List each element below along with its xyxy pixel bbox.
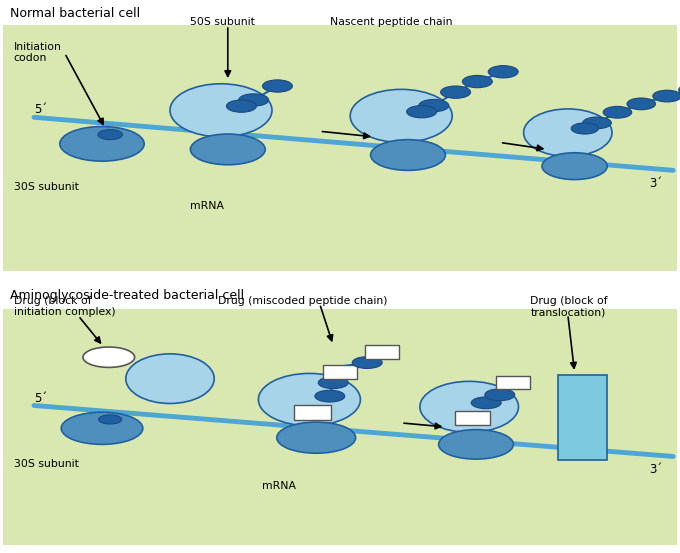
Text: Drug (block of
initiation complex): Drug (block of initiation complex) bbox=[14, 295, 115, 317]
Text: 30S subunit: 30S subunit bbox=[14, 459, 78, 469]
Circle shape bbox=[315, 390, 345, 402]
Circle shape bbox=[262, 80, 292, 92]
Circle shape bbox=[627, 98, 656, 109]
Circle shape bbox=[352, 357, 382, 368]
Circle shape bbox=[471, 397, 501, 409]
Text: Normal bacterial cell: Normal bacterial cell bbox=[10, 7, 140, 20]
Text: 5´: 5´ bbox=[34, 103, 47, 116]
Text: Initiation
codon: Initiation codon bbox=[14, 42, 61, 64]
Text: Drug (block of
translocation): Drug (block of translocation) bbox=[530, 295, 608, 317]
Circle shape bbox=[371, 140, 445, 170]
Text: Nascent peptide chain: Nascent peptide chain bbox=[330, 17, 452, 27]
Bar bbox=[455, 410, 490, 425]
Text: 5´: 5´ bbox=[34, 392, 47, 405]
Text: mRNA: mRNA bbox=[190, 201, 224, 211]
Circle shape bbox=[653, 90, 680, 102]
Ellipse shape bbox=[420, 382, 518, 432]
Text: −: − bbox=[103, 350, 115, 364]
Circle shape bbox=[488, 66, 518, 78]
Circle shape bbox=[239, 94, 269, 106]
Circle shape bbox=[190, 134, 265, 165]
Text: 50S subunit: 50S subunit bbox=[190, 17, 255, 27]
Circle shape bbox=[583, 117, 611, 129]
Ellipse shape bbox=[170, 84, 272, 137]
Ellipse shape bbox=[126, 354, 214, 404]
Circle shape bbox=[60, 127, 144, 161]
Circle shape bbox=[419, 100, 449, 112]
Bar bbox=[496, 376, 530, 389]
Bar bbox=[558, 374, 607, 461]
Circle shape bbox=[679, 84, 680, 96]
Ellipse shape bbox=[524, 109, 612, 156]
Circle shape bbox=[83, 347, 135, 367]
Text: mRNA: mRNA bbox=[262, 481, 296, 491]
Circle shape bbox=[462, 75, 492, 88]
Text: 3´: 3´ bbox=[649, 463, 662, 476]
Ellipse shape bbox=[258, 373, 360, 426]
Circle shape bbox=[226, 100, 256, 112]
Circle shape bbox=[485, 389, 515, 401]
Bar bbox=[3, 309, 677, 545]
Circle shape bbox=[318, 377, 348, 389]
Text: Drug (miscoded peptide chain): Drug (miscoded peptide chain) bbox=[218, 295, 387, 305]
Text: 3´: 3´ bbox=[649, 178, 662, 190]
Text: Aminoglycoside-treated bacterial cell: Aminoglycoside-treated bacterial cell bbox=[10, 289, 244, 302]
Text: 30S subunit: 30S subunit bbox=[14, 181, 78, 191]
Circle shape bbox=[98, 129, 122, 140]
Circle shape bbox=[542, 153, 607, 180]
Circle shape bbox=[571, 123, 598, 134]
Bar bbox=[365, 345, 399, 358]
Circle shape bbox=[277, 422, 356, 453]
Bar bbox=[323, 366, 357, 379]
Bar bbox=[294, 405, 331, 420]
Bar bbox=[3, 25, 677, 271]
Circle shape bbox=[99, 415, 122, 424]
Circle shape bbox=[603, 106, 632, 118]
Circle shape bbox=[61, 412, 143, 445]
Circle shape bbox=[441, 86, 471, 98]
Circle shape bbox=[439, 430, 513, 459]
Circle shape bbox=[407, 106, 437, 118]
Ellipse shape bbox=[350, 90, 452, 143]
